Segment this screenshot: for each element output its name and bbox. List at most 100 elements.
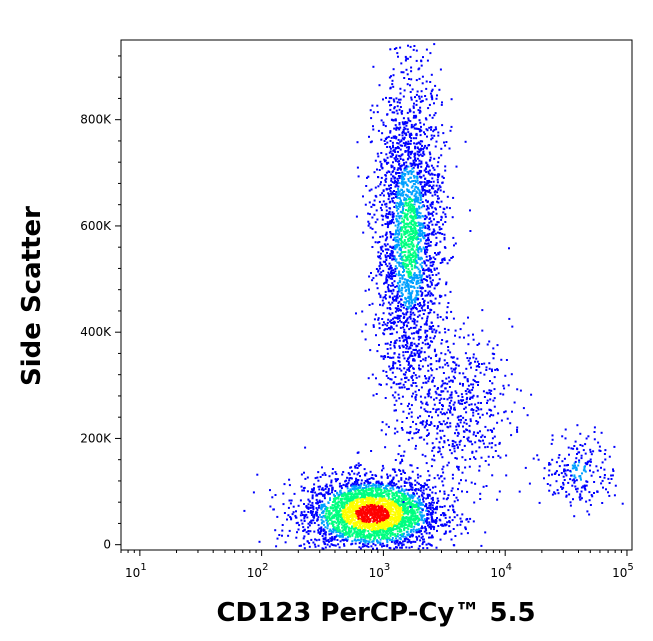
scatter-point bbox=[312, 516, 315, 519]
scatter-point bbox=[275, 545, 278, 548]
scatter-point bbox=[337, 524, 340, 527]
scatter-point bbox=[426, 493, 429, 496]
scatter-point bbox=[408, 368, 410, 371]
scatter-point bbox=[405, 477, 408, 480]
scatter-point bbox=[380, 537, 383, 540]
scatter-point bbox=[399, 506, 402, 509]
scatter-point bbox=[395, 537, 397, 540]
scatter-point bbox=[400, 528, 402, 531]
scatter-point bbox=[425, 497, 428, 500]
scatter-point bbox=[355, 485, 358, 488]
scatter-point bbox=[362, 543, 364, 546]
scatter-point bbox=[306, 516, 309, 519]
scatter-point bbox=[429, 261, 432, 264]
scatter-point bbox=[399, 222, 402, 225]
scatter-point bbox=[320, 530, 322, 533]
scatter-point bbox=[404, 331, 407, 334]
scatter-point bbox=[371, 529, 373, 531]
scatter-point bbox=[371, 216, 374, 219]
scatter-point bbox=[409, 535, 411, 538]
scatter-point bbox=[405, 168, 408, 171]
scatter-point bbox=[372, 547, 374, 550]
scatter-point bbox=[375, 486, 378, 489]
scatter-point bbox=[420, 436, 423, 439]
scatter-point bbox=[388, 307, 391, 309]
scatter-point bbox=[395, 267, 398, 270]
scatter-point bbox=[403, 522, 406, 525]
scatter-point bbox=[406, 217, 409, 220]
scatter-point bbox=[435, 236, 438, 239]
scatter-point bbox=[403, 240, 406, 243]
scatter-point bbox=[406, 508, 409, 511]
scatter-point bbox=[352, 495, 355, 498]
scatter-point bbox=[312, 515, 315, 518]
scatter-point bbox=[384, 254, 387, 257]
scatter-point bbox=[317, 544, 320, 547]
scatter-point bbox=[454, 535, 457, 537]
scatter-point bbox=[439, 240, 442, 243]
scatter-point bbox=[444, 294, 447, 297]
scatter-point bbox=[388, 255, 391, 258]
scatter-point bbox=[436, 517, 438, 519]
scatter-point bbox=[404, 535, 407, 538]
scatter-point bbox=[414, 521, 417, 524]
scatter-point bbox=[396, 243, 399, 246]
scatter-point bbox=[410, 404, 413, 407]
scatter-point bbox=[372, 324, 375, 327]
scatter-point bbox=[410, 502, 413, 505]
scatter-point bbox=[400, 265, 402, 268]
scatter-point bbox=[418, 211, 421, 214]
scatter-point bbox=[414, 217, 417, 220]
scatter-point bbox=[320, 507, 322, 510]
scatter-point bbox=[437, 252, 440, 255]
scatter-point bbox=[375, 209, 378, 212]
scatter-point bbox=[425, 518, 428, 521]
scatter-point bbox=[406, 492, 409, 495]
scatter-point bbox=[378, 536, 380, 539]
scatter-point bbox=[403, 493, 406, 495]
scatter-point bbox=[408, 276, 411, 279]
scatter-point bbox=[380, 485, 383, 488]
scatter-point bbox=[420, 90, 423, 93]
scatter-point bbox=[431, 506, 434, 509]
scatter-point bbox=[395, 510, 398, 513]
scatter-point bbox=[336, 539, 339, 541]
scatter-point bbox=[415, 529, 418, 532]
scatter-point bbox=[317, 485, 320, 488]
scatter-point bbox=[421, 341, 424, 344]
scatter-point bbox=[423, 262, 426, 265]
scatter-point bbox=[370, 504, 372, 507]
scatter-point bbox=[358, 542, 361, 545]
scatter-point bbox=[395, 509, 398, 512]
scatter-point bbox=[429, 294, 432, 297]
scatter-point bbox=[337, 511, 340, 514]
scatter-point bbox=[391, 271, 393, 274]
scatter-point bbox=[418, 513, 421, 516]
scatter-point bbox=[401, 533, 404, 536]
scatter-point bbox=[349, 466, 352, 469]
scatter-point bbox=[339, 521, 342, 524]
scatter-point bbox=[411, 344, 413, 347]
scatter-point bbox=[433, 128, 436, 131]
scatter-point bbox=[409, 484, 412, 486]
scatter-point bbox=[447, 494, 450, 497]
scatter-point bbox=[338, 546, 341, 549]
scatter-point bbox=[407, 363, 410, 366]
scatter-point bbox=[303, 535, 306, 538]
scatter-point bbox=[383, 544, 386, 547]
scatter-point bbox=[395, 295, 398, 298]
scatter-point bbox=[367, 500, 370, 503]
scatter-point bbox=[392, 362, 395, 365]
scatter-point bbox=[303, 520, 306, 522]
scatter-point bbox=[403, 540, 406, 543]
scatter-point bbox=[404, 516, 407, 519]
scatter-point bbox=[430, 340, 432, 343]
scatter-point bbox=[393, 106, 396, 109]
scatter-point bbox=[411, 470, 414, 473]
scatter-point bbox=[391, 296, 394, 299]
scatter-point bbox=[419, 287, 422, 289]
scatter-point bbox=[401, 217, 404, 220]
scatter-point bbox=[369, 512, 372, 515]
scatter-point bbox=[387, 289, 390, 292]
scatter-point bbox=[416, 528, 418, 531]
